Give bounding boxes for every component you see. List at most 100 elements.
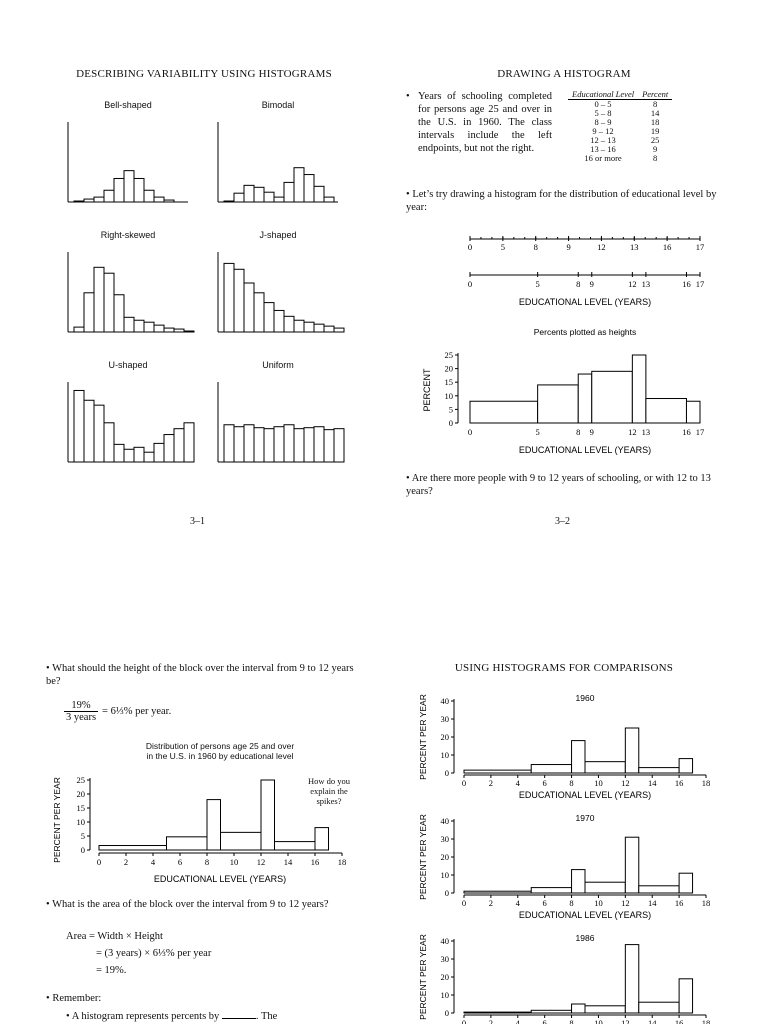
table-row: 5 – 8 14 [594, 108, 660, 118]
comparison-xtick-label: 12 [621, 898, 630, 908]
shape-bar [283, 315, 295, 333]
comparison-bar [584, 1005, 626, 1014]
page3-ylabel: PERCENT PER YEAR [52, 777, 62, 863]
axis-equal-tick-label: 8 [534, 242, 538, 252]
shape-bar [183, 330, 195, 333]
comparison-xtick-label: 12 [621, 1018, 630, 1024]
shape-bar [313, 185, 325, 203]
shape-bar [93, 196, 105, 203]
fraction-expression: 19% 3 years = 6⅓% per year. [64, 700, 171, 723]
chart-heights-xtick-label: 13 [642, 427, 651, 437]
shape-bar [263, 302, 275, 333]
remember-item-text-b: . The [255, 1011, 278, 1022]
comparison-ytick-label: 10 [441, 990, 450, 1000]
shape-label-uniform: Uniform [262, 360, 294, 370]
comparison-bar [678, 872, 694, 894]
page2-bullet1: • Years of schooling completed for perso… [406, 91, 552, 154]
table-row: 12 – 13 25 [590, 135, 660, 145]
comparison-ytick-label: 10 [441, 870, 450, 880]
axis-true-label: EDUCATIONAL LEVEL (YEARS) [519, 297, 651, 307]
shape-bar [73, 389, 85, 463]
axis-true-tick-label: 17 [696, 279, 705, 289]
fraction-denominator: 3 years [66, 712, 97, 723]
table-row: 13 – 16 9 [590, 144, 658, 154]
shape-bar [323, 325, 335, 333]
page3-bullet1: • What should the height of the block ov… [46, 663, 354, 687]
page3-chart: PERCENT PER YEAR EDUCATIONAL LEVEL (YEAR… [52, 775, 347, 884]
chart-heights-ytick-label: 5 [449, 404, 453, 414]
comparison-bar [678, 758, 694, 774]
comparison-xtick-label: 0 [462, 1018, 466, 1024]
axis-true-tick-label: 8 [576, 279, 580, 289]
chart-heights-bar [537, 384, 579, 424]
chart-heights-xtick-label: 5 [536, 427, 540, 437]
comparison-xtick-label: 10 [594, 778, 603, 788]
shape-bar [153, 442, 165, 463]
page3-bullet1-text: What should the height of the block over… [46, 663, 354, 687]
comparison-xtick-label: 8 [569, 898, 573, 908]
shape-bar [223, 424, 235, 463]
shape-label-j-shaped: J-shaped [259, 230, 297, 240]
shape-bar [83, 198, 95, 203]
comparison-xtick-label: 4 [516, 898, 521, 908]
page3-xtick-label: 4 [151, 857, 156, 867]
shape-bar [143, 321, 155, 333]
chart-heights-ytick-label: 20 [445, 364, 454, 374]
shape-bar [103, 422, 115, 463]
remember-text: Remember: [52, 993, 102, 1004]
comparison-ytick-label: 30 [441, 714, 450, 724]
page3-ytick-label: 25 [77, 775, 86, 785]
page3-bar [314, 827, 329, 851]
shape-bar [153, 324, 165, 333]
shape-bar [283, 181, 295, 203]
table-row: 8 – 9 18 [594, 117, 660, 127]
shape-bar [333, 428, 345, 463]
chart-heights-ytick-label: 25 [445, 350, 454, 360]
shape-bar [313, 426, 325, 463]
shape-bar [153, 196, 165, 203]
comparison-xtick-label: 6 [543, 778, 547, 788]
shape-bar [113, 177, 125, 203]
comparison-bar [584, 881, 626, 894]
page2-bullet2: • Let’s try drawing a histogram for the … [406, 189, 717, 213]
shape-bar [113, 443, 125, 463]
shape-bar [273, 309, 285, 333]
page1-title: DESCRIBING VARIABILITY USING HISTOGRAMS [76, 68, 332, 80]
shape-bar [283, 424, 295, 463]
chart-heights-ytick-label: 15 [445, 377, 454, 387]
comparison-xtick-label: 16 [675, 898, 684, 908]
page2-bullet1-text: Years of schooling completed for persons… [418, 91, 552, 154]
chart-heights-bar [591, 370, 633, 424]
shape-bar [73, 200, 85, 203]
shape-bar [143, 189, 155, 203]
area-line2: = (3 years) × 6⅓% per year [96, 948, 212, 959]
chart-heights-bar [645, 398, 687, 424]
comparison-xtick-label: 18 [702, 898, 711, 908]
page2-number: 3–2 [555, 516, 570, 527]
page3-xtick-label: 18 [338, 857, 347, 867]
comparison-xtick-label: 0 [462, 898, 466, 908]
axis-equal-tick-label: 17 [696, 242, 705, 252]
comparison-bar [463, 769, 532, 774]
comparison-xtick-label: 8 [569, 1018, 573, 1024]
shape-bar [223, 262, 235, 333]
spikes-note: How do you explain the spikes? [307, 776, 351, 806]
chart-heights-xtick-label: 9 [590, 427, 594, 437]
shape-bar [173, 428, 185, 463]
chart-heights-ytick-label: 10 [445, 391, 454, 401]
comparison-xtick-label: 14 [648, 778, 657, 788]
page3-ytick-label: 0 [81, 845, 85, 855]
comparison-bar [463, 890, 532, 894]
shape-bar [163, 434, 175, 463]
chart-heights-xtick-label: 12 [628, 427, 637, 437]
page3-chart-title: Distribution of persons age 25 and over … [120, 741, 320, 761]
comparison-bar [678, 978, 694, 1014]
table-header-level: Educational Level [568, 90, 639, 100]
shape-bar [103, 272, 115, 333]
chart-heights-xtick-label: 17 [696, 427, 705, 437]
chart-heights-title: Percents plotted as heights [534, 327, 637, 337]
axis-true-tick-label: 5 [536, 279, 540, 289]
remember-item: • A histogram represents percents by . T… [66, 1011, 278, 1022]
